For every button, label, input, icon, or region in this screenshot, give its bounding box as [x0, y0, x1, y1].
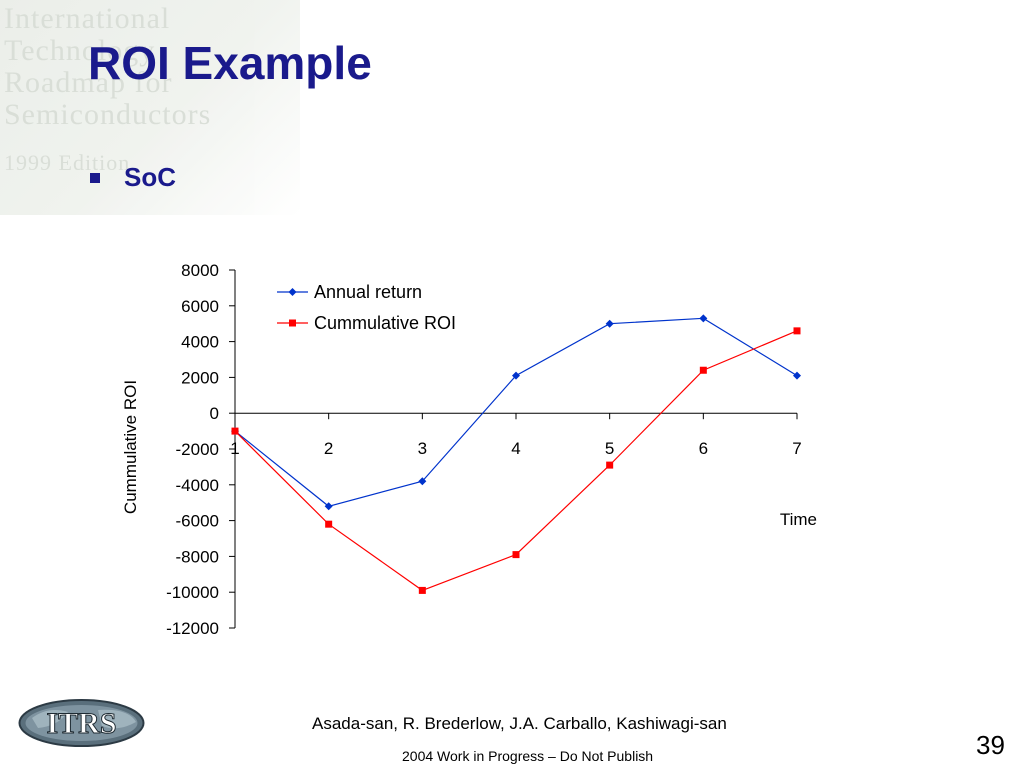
data-point-annual-return [793, 371, 801, 380]
chart-axes: 8000 6000 4000 2000 0 -2000 -4000 -6000 -8000 -10… [166, 261, 802, 638]
roi-line-chart: 8000 6000 4000 2000 0 -2000 -4000 -6000 -8000 -10… [121, 261, 817, 638]
legend-marker-cummulative-roi [289, 319, 296, 327]
x-axis-label: Time [780, 510, 817, 529]
data-point-cummulative-roi [699, 366, 707, 374]
page-number: 39 [976, 730, 1005, 760]
y-tick-label: 6000 [181, 297, 219, 316]
x-tick-label: 4 [511, 439, 520, 458]
x-tick-label: 6 [699, 439, 708, 458]
y-tick-label: 8000 [181, 261, 219, 280]
data-point-annual-return [324, 502, 333, 511]
bullet-text: SoC [124, 162, 176, 192]
y-tick-label: -4000 [176, 476, 219, 495]
y-axis-label: Cummulative ROI [121, 380, 140, 514]
y-tick-label: 0 [210, 404, 219, 423]
x-tick-label: 5 [605, 439, 614, 458]
y-tick-label: -10000 [166, 583, 219, 602]
data-point-cummulative-roi [418, 586, 426, 594]
x-tick-label: 7 [792, 439, 801, 458]
data-point-annual-return [512, 371, 520, 380]
legend-marker-annual-return [288, 288, 297, 296]
y-tick-label: 2000 [181, 368, 219, 387]
y-tick-label: 4000 [181, 333, 219, 352]
data-point-cummulative-roi [231, 427, 239, 435]
watermark-line: International [4, 2, 171, 35]
data-point-cummulative-roi [606, 461, 614, 469]
data-point-annual-return [605, 319, 614, 328]
y-tick-label: -2000 [176, 440, 219, 459]
itrs-logo: ITRS [18, 699, 145, 747]
footer-note: 2004 Work in Progress – Do Not Publish [402, 748, 654, 764]
watermark-line: 1999 Edition [4, 150, 131, 175]
data-point-cummulative-roi [512, 551, 520, 559]
series-line-annual-return [234, 317, 798, 507]
x-tick-label: 2 [324, 439, 333, 458]
legend-label-cummulative-roi: Cummulative ROI [314, 313, 456, 333]
y-tick-label: -6000 [176, 512, 219, 531]
watermark-line: Roadmap for [4, 66, 173, 99]
itrs-watermark: International Technology Roadmap for Sem… [0, 0, 300, 215]
legend-label-annual-return: Annual return [314, 282, 422, 302]
bullet-square-icon [90, 172, 100, 183]
logo-text: ITRS [46, 707, 116, 740]
footer-authors: Asada-san, R. Brederlow, J.A. Carballo, … [312, 714, 727, 733]
x-tick-label: 1 [230, 439, 239, 458]
data-point-annual-return [699, 314, 708, 323]
bullet-item: SoC [90, 162, 176, 193]
y-tick-label: -8000 [176, 547, 219, 566]
y-tick-label: -12000 [166, 619, 219, 638]
data-point-cummulative-roi [325, 520, 333, 528]
watermark-line: Technology [4, 34, 156, 67]
chart-legend: Annual return Cummulative ROI [277, 282, 456, 333]
chart-series [231, 314, 801, 594]
data-point-cummulative-roi [793, 327, 801, 335]
x-tick-label: 3 [418, 439, 427, 458]
slide-title: ROI Example [88, 37, 372, 89]
data-point-annual-return [418, 477, 427, 486]
watermark-line: Semiconductors [4, 98, 212, 131]
